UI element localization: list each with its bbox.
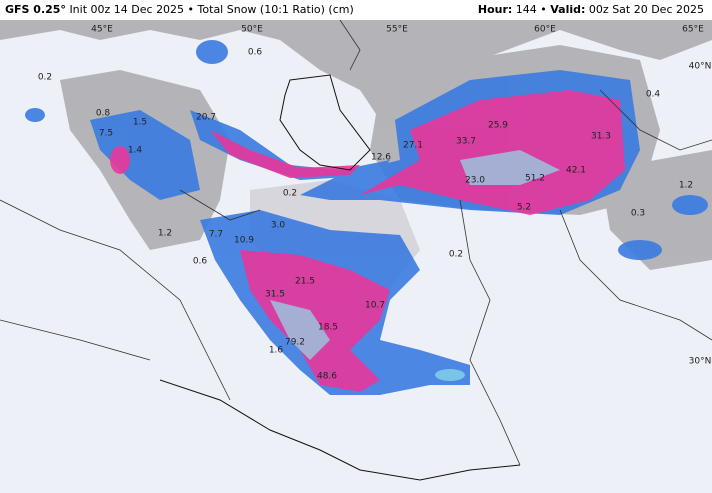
snow-value: 1.6 [269, 346, 284, 356]
map: 45°E 50°E 55°E 60°E 65°E 40°N 30°N 0.2 0.6 0.8 7.5… [0, 20, 712, 493]
snow-value: 0.8 [96, 109, 111, 119]
snow-value: 48.6 [317, 372, 337, 382]
hour: 144 [515, 3, 537, 16]
valid: 00z Sat 20 Dec 2025 [588, 3, 704, 16]
snow-value: 10.7 [365, 301, 385, 311]
snow-value: 1.2 [158, 229, 172, 239]
grid-label: 65°E [682, 25, 704, 35]
snow-value: 1.4 [128, 146, 143, 156]
grid-label: 40°N [689, 62, 712, 72]
snow-value: 31.3 [591, 132, 611, 142]
snow-value: 7.5 [99, 129, 113, 139]
snow-value: 12.6 [371, 153, 391, 163]
model: GFS 0.25° [5, 3, 66, 16]
product: Total Snow (10:1 Ratio) (cm) [197, 3, 354, 16]
snow-value: 20.7 [196, 113, 216, 123]
snow-value: 5.2 [517, 203, 531, 213]
header-right: Hour: 144 • Valid: 00z Sat 20 Dec 2025 [477, 3, 704, 16]
snow-value: 0.2 [283, 189, 297, 199]
snow-value: 0.3 [631, 209, 645, 219]
init: Init 00z 14 Dec 2025 [69, 3, 185, 16]
header-left: GFS 0.25° Init 00z 14 Dec 2025 • Total S… [5, 3, 354, 16]
snow-value: 21.5 [295, 277, 315, 287]
snow-value: 7.7 [209, 230, 223, 240]
grid-label: 55°E [386, 25, 408, 35]
valid-label: Valid: [550, 3, 586, 16]
snow-value: 0.2 [449, 250, 463, 260]
snow-value: 42.1 [566, 166, 586, 176]
snow-value: 0.6 [248, 48, 263, 58]
borders [0, 20, 712, 481]
snow-value: 51.2 [525, 174, 545, 184]
snow-value: 23.0 [465, 176, 485, 186]
snow-value: 1.5 [133, 118, 147, 128]
snow-value: 1.2 [679, 181, 693, 191]
grid-label: 45°E [91, 25, 113, 35]
header: GFS 0.25° Init 00z 14 Dec 2025 • Total S… [0, 0, 712, 20]
snow-value: 25.9 [488, 121, 508, 131]
snow-value: 33.7 [456, 137, 476, 147]
snow-value: 0.4 [646, 90, 661, 100]
snow-value: 79.2 [285, 338, 305, 348]
snow-value: 0.6 [193, 257, 208, 267]
snow-value: 3.0 [271, 221, 286, 231]
snow-value: 0.2 [38, 73, 52, 83]
grid-label: 60°E [534, 25, 556, 35]
grid-label: 50°E [241, 25, 263, 35]
snow-value: 27.1 [403, 141, 423, 151]
snow-cyan [270, 150, 560, 381]
grid-label: 30°N [689, 357, 712, 367]
snow-value: 18.5 [318, 323, 338, 333]
hour-label: Hour: [477, 3, 513, 16]
snow-value: 10.9 [234, 236, 254, 246]
snow-value: 31.5 [265, 290, 285, 300]
